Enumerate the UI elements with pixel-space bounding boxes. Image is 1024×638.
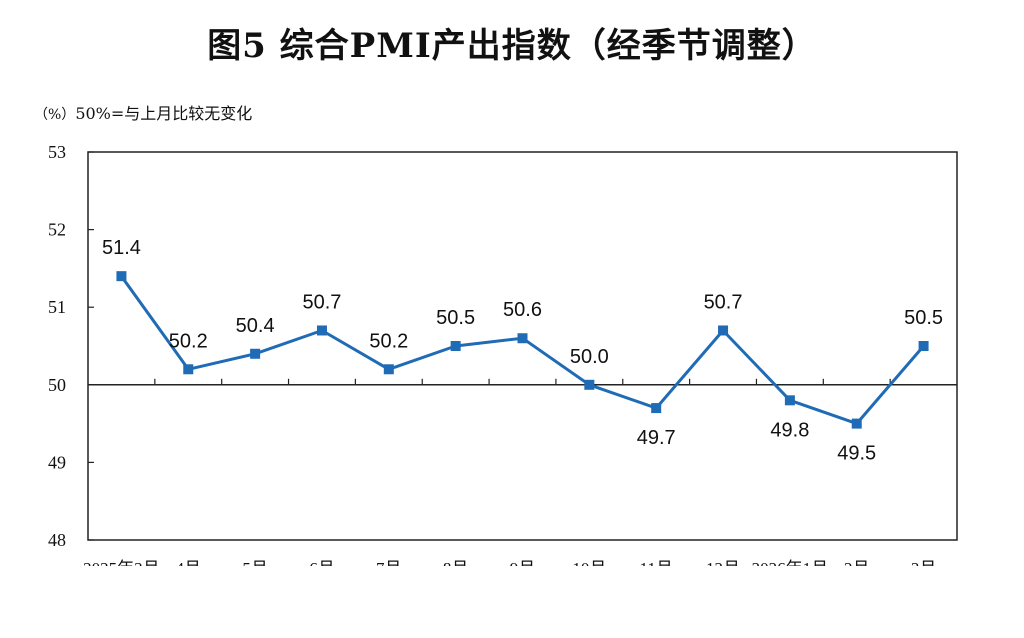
x-axis: 2025年3月 4月 5月 6月 7月 8月 9月 10月 11月 12月 2026年1月 2月 3月 — [83, 378, 937, 578]
data-point-marker — [450, 341, 461, 351]
data-point-marker — [250, 348, 261, 359]
x-tick-label: 8月 — [443, 559, 469, 578]
x-tick-label: 2月 — [844, 559, 870, 578]
data-label: 51.4 — [102, 237, 141, 259]
plot-area: 51.4 50.2 50.4 50.7 50.2 50.5 50.6 50.0 49.7 50.7… — [87, 151, 958, 541]
y-tick-label: 53 — [48, 142, 66, 162]
data-label: 50.7 — [704, 291, 743, 313]
x-tick-label: 6月 — [309, 559, 335, 578]
unit-label: （%） — [34, 107, 76, 123]
data-label: 49.5 — [837, 443, 876, 465]
data-label: 50.5 — [436, 307, 475, 329]
data-label: 50.7 — [302, 291, 341, 313]
x-tick-label: 4月 — [176, 559, 202, 578]
x-tick-label: 11月 — [640, 559, 673, 578]
data-point-marker — [183, 364, 194, 375]
x-tick-label: 9月 — [510, 559, 536, 578]
x-tick-label: 7月 — [376, 559, 402, 578]
y-tick-label: 48 — [48, 530, 66, 550]
plot-frame — [87, 151, 958, 541]
data-point-marker — [517, 333, 528, 344]
data-point-marker — [316, 325, 327, 336]
y-tick-label: 52 — [48, 220, 66, 240]
data-label: 50.6 — [503, 299, 542, 321]
x-tick-label: 3月 — [911, 559, 937, 578]
chart-title: 图5 综合PMI产出指数（经季节调整） — [207, 26, 817, 66]
data-point-marker — [784, 395, 795, 406]
x-tick-label: 2026年1月 — [752, 559, 829, 578]
data-point-marker — [718, 325, 729, 336]
y-tick-label: 49 — [48, 452, 66, 472]
data-point-marker — [851, 418, 862, 429]
x-tick-label: 2025年3月 — [83, 559, 160, 578]
data-point-marker — [584, 379, 595, 390]
y-tick-label: 50 — [48, 375, 66, 395]
data-point-marker — [383, 364, 394, 375]
data-label: 49.7 — [637, 427, 676, 449]
data-label: 50.4 — [236, 315, 275, 337]
reference-note: 50%=与上月比较无变化 — [75, 104, 253, 123]
data-point-marker — [116, 271, 127, 282]
y-tick-label: 51 — [48, 297, 66, 317]
x-tick-label: 10月 — [572, 559, 606, 578]
data-label: 50.2 — [169, 330, 208, 352]
data-label: 50.2 — [369, 330, 408, 352]
data-point-marker — [651, 403, 662, 414]
chart-note: （%）50%=与上月比较无变化 — [34, 100, 252, 124]
data-point-marker — [918, 341, 929, 351]
x-tick-label: 12月 — [706, 559, 740, 578]
x-tick-label: 5月 — [242, 559, 268, 578]
data-label: 49.8 — [770, 419, 809, 441]
data-label: 50.5 — [904, 307, 943, 329]
data-label: 50.0 — [570, 346, 609, 368]
y-axis: 48 49 50 51 52 53 — [48, 142, 94, 550]
